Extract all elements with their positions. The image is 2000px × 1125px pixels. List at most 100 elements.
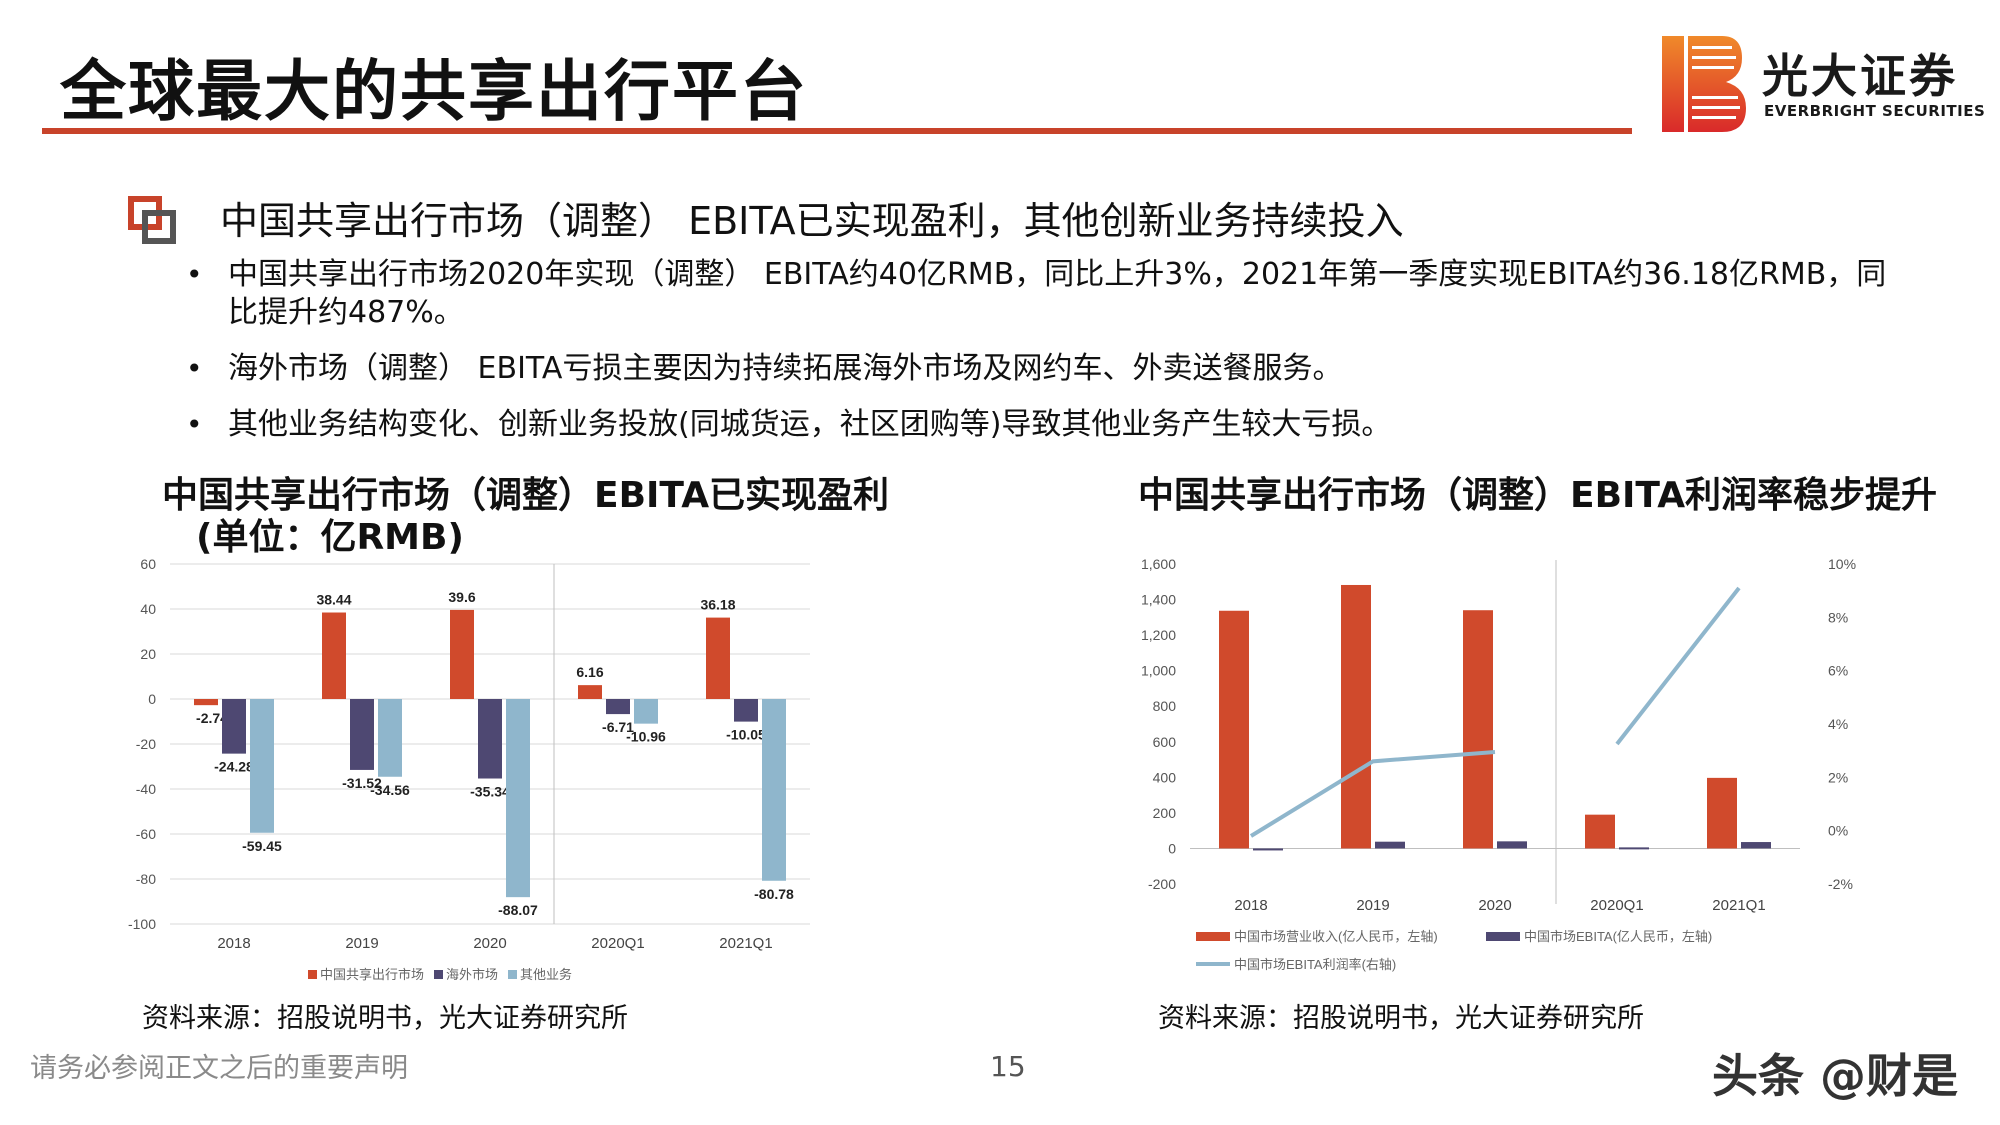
bar <box>706 617 730 699</box>
ebita-segment-chart: 60 40 20 0 -20 -40 -60 -80 -100 2018 -2.74 -24.28 -5… <box>128 556 810 982</box>
bar <box>1741 842 1771 849</box>
bullet-item: 中国共享出行市场2020年实现（调整） EBITA约40亿RMB，同比上升3%，… <box>180 256 1900 332</box>
brand-logo: 光大证券 EVERBRIGHT SECURITIES <box>1662 36 1986 132</box>
y-left-tick-label: 1,000 <box>1141 663 1176 679</box>
chart2-source: 资料来源：招股说明书，光大证券研究所 <box>1158 1003 1644 1034</box>
data-label: -24.28 <box>214 759 254 775</box>
y-right-tick-label: 6% <box>1828 663 1848 679</box>
bar <box>1707 777 1737 849</box>
bar <box>506 699 530 898</box>
bar <box>1219 610 1249 849</box>
x-tick-label: 2021Q1 <box>719 935 772 952</box>
bar <box>734 699 758 722</box>
bar <box>450 609 474 699</box>
y-tick-label: 0 <box>148 691 156 707</box>
legend-label: 中国市场EBITA(亿人民币，左轴) <box>1524 929 1712 944</box>
y-tick-label: 40 <box>140 601 156 617</box>
y-tick-label: -100 <box>128 916 156 932</box>
bar <box>1585 814 1615 849</box>
x-tick-label: 2020Q1 <box>591 935 644 952</box>
bar <box>578 685 602 699</box>
chart1-title: 中国共享出行市场（调整）EBITA已实现盈利 <box>162 475 890 516</box>
y-tick-label: -20 <box>136 736 156 752</box>
y-tick-label: -60 <box>136 826 156 842</box>
legend-swatch <box>1196 932 1230 941</box>
data-label: -10.96 <box>626 729 666 745</box>
data-label: -10.05 <box>726 727 766 743</box>
bullet-item: 海外市场（调整） EBITA亏损主要因为持续拓展海外市场及网约车、外卖送餐服务。 <box>180 350 1900 388</box>
data-label: -80.78 <box>754 886 794 902</box>
y-tick-label: 60 <box>140 556 156 572</box>
bar <box>1253 848 1283 851</box>
y-left-tick-label: 200 <box>1153 805 1177 821</box>
y-right-tick-label: 2% <box>1828 769 1848 785</box>
data-label: 39.6 <box>448 589 475 605</box>
section-square-icon <box>128 196 176 244</box>
legend-label: 其他业务 <box>520 967 572 982</box>
bar <box>322 612 346 699</box>
y-tick-label: 20 <box>140 646 156 662</box>
data-label: -2.74 <box>196 710 228 726</box>
y-tick-label: -40 <box>136 781 156 797</box>
y-right-tick-label: 4% <box>1828 716 1848 732</box>
bar <box>606 699 630 715</box>
bar <box>1463 610 1493 849</box>
y-right-tick-label: 8% <box>1828 609 1848 625</box>
legend-label: 中国共享出行市场 <box>320 967 424 982</box>
data-label: -31.52 <box>342 775 382 791</box>
y-left-tick-label: -200 <box>1148 876 1176 892</box>
x-tick-label: 2020 <box>473 935 506 952</box>
x-tick-label: 2018 <box>1234 897 1267 914</box>
bar <box>378 699 402 777</box>
bar <box>1497 841 1527 849</box>
x-tick-label: 2018 <box>217 935 250 952</box>
data-label: -88.07 <box>498 902 538 918</box>
bar <box>1375 841 1405 849</box>
watermark: 头条 @财是 <box>1712 1049 1959 1103</box>
bar <box>762 699 786 881</box>
data-label: -59.45 <box>242 838 282 854</box>
y-right-tick-label: 10% <box>1828 556 1856 572</box>
data-label: -6.71 <box>602 719 634 735</box>
chart1-subtitle: (单位：亿RMB) <box>196 517 464 558</box>
margin-line <box>1615 586 1741 746</box>
data-label: -34.56 <box>370 782 410 798</box>
bar <box>350 699 374 770</box>
y-left-tick-label: 800 <box>1153 698 1177 714</box>
x-tick-label: 2019 <box>345 935 378 952</box>
bar <box>1341 584 1371 849</box>
data-label: 38.44 <box>316 592 351 608</box>
data-label: 36.18 <box>700 597 735 613</box>
everbright-logo-icon <box>1662 36 1746 132</box>
legend-label: 海外市场 <box>446 967 498 982</box>
x-tick-label: 2020 <box>1478 897 1511 914</box>
bar <box>478 699 502 779</box>
title-rule <box>42 128 1632 134</box>
logo-en-text: EVERBRIGHT SECURITIES <box>1764 102 1986 120</box>
legend-swatch <box>508 970 517 979</box>
legend-swatch <box>434 970 443 979</box>
y-left-tick-label: 400 <box>1153 769 1177 785</box>
bar <box>194 699 218 706</box>
y-left-tick-label: 600 <box>1153 734 1177 750</box>
section-heading: 中国共享出行市场（调整） EBITA已实现盈利，其他创新业务持续投入 <box>220 199 1404 243</box>
chart1-source: 资料来源：招股说明书，光大证券研究所 <box>142 1003 628 1034</box>
legend-swatch <box>308 970 317 979</box>
page-title: 全球最大的共享出行平台 <box>60 53 808 130</box>
x-tick-label: 2020Q1 <box>1590 897 1643 914</box>
revenue-ebita-margin-chart: 1,600 1,400 1,200 1,000 800 600 400 200 0 -200 10%… <box>1141 556 1856 972</box>
x-tick-label: 2019 <box>1356 897 1389 914</box>
y-right-tick-label: -2% <box>1828 876 1853 892</box>
legend-label: 中国市场EBITA利润率(右轴) <box>1234 957 1396 972</box>
bar <box>222 699 246 754</box>
y-left-tick-label: 1,200 <box>1141 627 1176 643</box>
bar <box>1619 847 1649 850</box>
y-left-tick-label: 0 <box>1168 840 1176 856</box>
x-tick-label: 2021Q1 <box>1712 897 1765 914</box>
y-tick-label: -80 <box>136 871 156 887</box>
bullet-list: 中国共享出行市场2020年实现（调整） EBITA约40亿RMB，同比上升3%，… <box>180 256 1900 462</box>
bullet-item: 其他业务结构变化、创新业务投放(同城货运，社区团购等)导致其他业务产生较大亏损。 <box>180 406 1900 444</box>
y-left-tick-label: 1,400 <box>1141 592 1176 608</box>
legend-swatch <box>1486 932 1520 941</box>
margin-line <box>1249 750 1496 838</box>
